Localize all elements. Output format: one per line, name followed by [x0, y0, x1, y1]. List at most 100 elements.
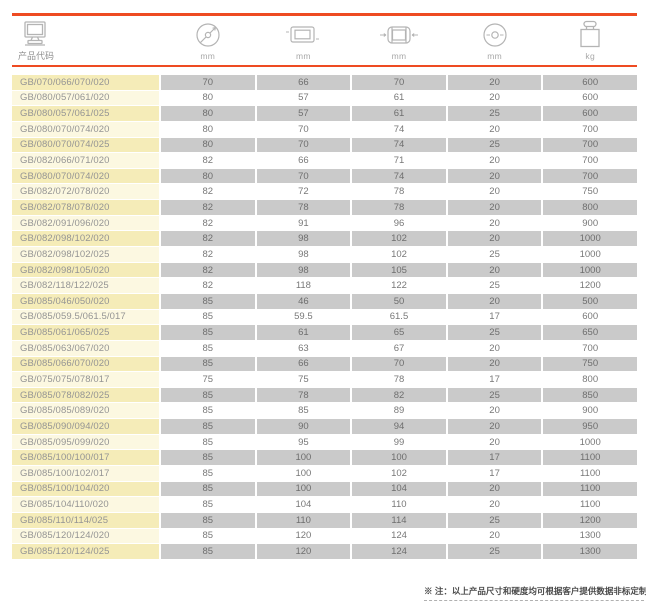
unit-label: mm	[200, 51, 216, 61]
outer-diameter-cell: 85	[161, 528, 255, 544]
monitor-icon	[20, 21, 50, 47]
load-weight-cell: 1000	[543, 231, 637, 247]
product-code-cell: GB/085/095/099/020	[12, 434, 159, 450]
product-code-cell: GB/080/070/074/025	[12, 137, 159, 153]
col-header-sleeve-width: mm	[257, 16, 351, 65]
bore-diameter-cell: 25	[447, 387, 542, 403]
bore-diameter-cell: 20	[447, 231, 542, 247]
product-code-cell: GB/080/057/061/020	[12, 90, 159, 106]
product-code-cell: GB/085/100/104/020	[12, 481, 159, 497]
table-row: GB/082/098/105/020 82 98 105 20 1000	[12, 262, 637, 278]
product-code-cell: GB/082/098/102/020	[12, 231, 159, 247]
table-row: GB/085/090/094/020 85 90 94 20 950	[12, 419, 637, 434]
sleeve-width-cell: 100	[256, 481, 351, 497]
table-row: GB/082/091/096/020 82 91 96 20 900	[12, 215, 637, 231]
load-weight-cell: 700	[543, 153, 637, 168]
unit-label: kg	[585, 51, 595, 61]
sleeve-width-cell: 100	[256, 450, 351, 466]
load-weight-cell: 900	[543, 403, 637, 419]
bore-diameter-cell: 20	[447, 434, 542, 450]
load-weight-cell: 750	[543, 356, 637, 372]
roller-length-cell: 74	[352, 168, 446, 184]
outer-diameter-cell: 80	[161, 121, 255, 137]
load-weight-cell: 1100	[543, 466, 637, 481]
sleeve-width-cell: 70	[256, 137, 351, 153]
bore-diameter-cell: 25	[447, 137, 542, 153]
bore-diameter-cell: 20	[447, 293, 542, 309]
sleeve-width-cell: 91	[256, 215, 351, 231]
table-row: GB/070/066/070/020 70 66 70 20 600	[12, 75, 637, 90]
outer-diameter-cell: 85	[161, 419, 255, 434]
sleeve-width-cell: 104	[256, 497, 351, 512]
bore-diameter-cell: 25	[447, 544, 542, 559]
table-row: GB/082/072/078/020 82 72 78 20 750	[12, 184, 637, 200]
sleeve-width-cell: 72	[256, 184, 351, 200]
sleeve-width-cell: 120	[256, 544, 351, 559]
roller-length-cell: 61.5	[352, 309, 446, 325]
table-row: GB/080/057/061/020 80 57 61 20 600	[12, 90, 637, 106]
outer-diameter-cell: 82	[161, 247, 255, 262]
product-code-cell: GB/082/118/122/025	[12, 278, 159, 293]
bore-diameter-cell: 17	[447, 372, 542, 387]
roller-length-cell: 124	[352, 544, 446, 559]
outer-diameter-cell: 80	[161, 137, 255, 153]
sleeve-width-cell: 100	[256, 466, 351, 481]
bore-diameter-cell: 20	[447, 121, 542, 137]
load-weight-cell: 1300	[543, 544, 637, 559]
weight-icon	[576, 20, 604, 49]
sleeve-width-cell: 66	[256, 75, 351, 90]
roller-length-cell: 122	[352, 278, 446, 293]
table-row: GB/085/078/082/025 85 78 82 25 850	[12, 387, 637, 403]
product-code-cell: GB/080/057/061/025	[12, 106, 159, 121]
bore-diameter-cell: 20	[447, 168, 542, 184]
load-weight-cell: 1100	[543, 481, 637, 497]
roller-length-cell: 67	[352, 340, 446, 356]
bore-diameter-cell: 20	[447, 497, 542, 512]
col-header-outer-diameter: mm	[161, 16, 255, 65]
table-row: GB/082/098/102/020 82 98 102 20 1000	[12, 231, 637, 247]
product-code-cell: GB/070/066/070/020	[12, 75, 159, 90]
product-code-cell: GB/082/066/071/020	[12, 153, 159, 168]
outer-diameter-cell: 85	[161, 403, 255, 419]
bore-diameter-cell: 20	[447, 262, 542, 278]
outer-diameter-cell: 80	[161, 90, 255, 106]
bore-diameter-cell: 20	[447, 340, 542, 356]
outer-diameter-cell: 85	[161, 481, 255, 497]
col-header-load-weight: kg	[543, 16, 637, 65]
sleeve-width-cell: 85	[256, 403, 351, 419]
table-row: GB/085/110/114/025 85 110 114 25 1200	[12, 512, 637, 528]
roller-length-cell: 70	[352, 75, 446, 90]
load-weight-cell: 700	[543, 121, 637, 137]
product-code-cell: GB/085/104/110/020	[12, 497, 159, 512]
outer-diameter-cell: 82	[161, 231, 255, 247]
roller-length-cell: 50	[352, 293, 446, 309]
table-row: GB/085/100/102/017 85 100 102 17 1100	[12, 466, 637, 481]
load-weight-cell: 600	[543, 309, 637, 325]
sleeve-width-cell: 95	[256, 434, 351, 450]
sleeve-width-cell: 78	[256, 387, 351, 403]
outer-diameter-cell: 82	[161, 153, 255, 168]
footnote: ※ 注：以上产品尺寸和硬度均可根据客户提供数据非标定制！	[424, 585, 646, 601]
unit-label: mm	[391, 51, 407, 61]
table-header: 产品代码 mm	[12, 16, 637, 65]
sleeve-width-cell: 61	[256, 325, 351, 340]
bore-diameter-cell: 20	[447, 215, 542, 231]
bore-diameter-cell: 20	[447, 419, 542, 434]
table-row: GB/085/061/065/025 85 61 65 25 650	[12, 325, 637, 340]
load-weight-cell: 700	[543, 137, 637, 153]
table-row: GB/085/120/124/020 85 120 124 20 1300	[12, 528, 637, 544]
diameter-icon	[193, 21, 223, 49]
product-code-cell: GB/085/085/089/020	[12, 403, 159, 419]
bore-diameter-cell: 20	[447, 90, 542, 106]
table-row: GB/080/070/074/020 80 70 74 20 700	[12, 168, 637, 184]
product-code-cell: GB/085/110/114/025	[12, 512, 159, 528]
load-weight-cell: 950	[543, 419, 637, 434]
sleeve-width-cell: 118	[256, 278, 351, 293]
load-weight-cell: 600	[543, 90, 637, 106]
table-row: GB/082/066/071/020 82 66 71 20 700	[12, 153, 637, 168]
footnote-dashed-rule	[424, 600, 644, 601]
product-code-cell: GB/082/098/105/020	[12, 262, 159, 278]
table-row: GB/082/098/102/025 82 98 102 25 1000	[12, 247, 637, 262]
roller-length-cell: 71	[352, 153, 446, 168]
